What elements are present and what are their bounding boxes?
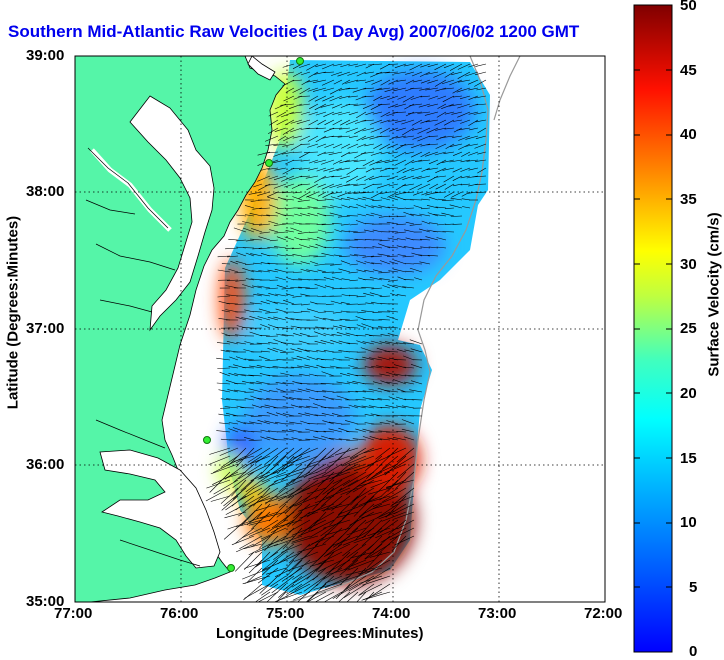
x-tick-label: 74:00 xyxy=(372,605,410,622)
x-axis-label: Longitude (Degrees:Minutes) xyxy=(216,625,424,642)
colorbar-tick-label: 35 xyxy=(680,191,697,208)
x-tick-label: 76:00 xyxy=(160,605,198,622)
colorbar-tick-label: 0 xyxy=(689,643,697,660)
colorbar-tick-label: 15 xyxy=(680,450,697,467)
x-tick-label: 75:00 xyxy=(266,605,304,622)
y-axis-label: Latitude (Degrees:Minutes) xyxy=(5,208,22,418)
colorbar-tick-label: 45 xyxy=(680,62,697,79)
radar-station-marker xyxy=(266,160,273,167)
x-tick-label: 72:00 xyxy=(584,605,622,622)
colorbar-tick-label: 40 xyxy=(680,126,697,143)
radar-station-marker xyxy=(297,58,304,65)
radar-station-marker xyxy=(204,437,211,444)
x-tick-label: 73:00 xyxy=(478,605,516,622)
colorbar-tick-label: 20 xyxy=(680,385,697,402)
colorbar-tick-label: 50 xyxy=(680,0,697,14)
y-tick-label: 37:00 xyxy=(26,320,64,337)
colorbar-tick-label: 5 xyxy=(689,579,697,596)
colorbar-label: Surface Velocity (cm/s) xyxy=(706,195,723,395)
colorbar-tick-label: 30 xyxy=(680,256,697,273)
y-tick-label: 39:00 xyxy=(26,47,64,64)
y-tick-label: 36:00 xyxy=(26,456,64,473)
radar-station-marker xyxy=(228,565,235,572)
colorbar-tick-label: 10 xyxy=(680,514,697,531)
y-tick-label: 38:00 xyxy=(26,183,64,200)
colorbar-tick-label: 25 xyxy=(680,320,697,337)
y-tick-label: 35:00 xyxy=(26,593,64,610)
